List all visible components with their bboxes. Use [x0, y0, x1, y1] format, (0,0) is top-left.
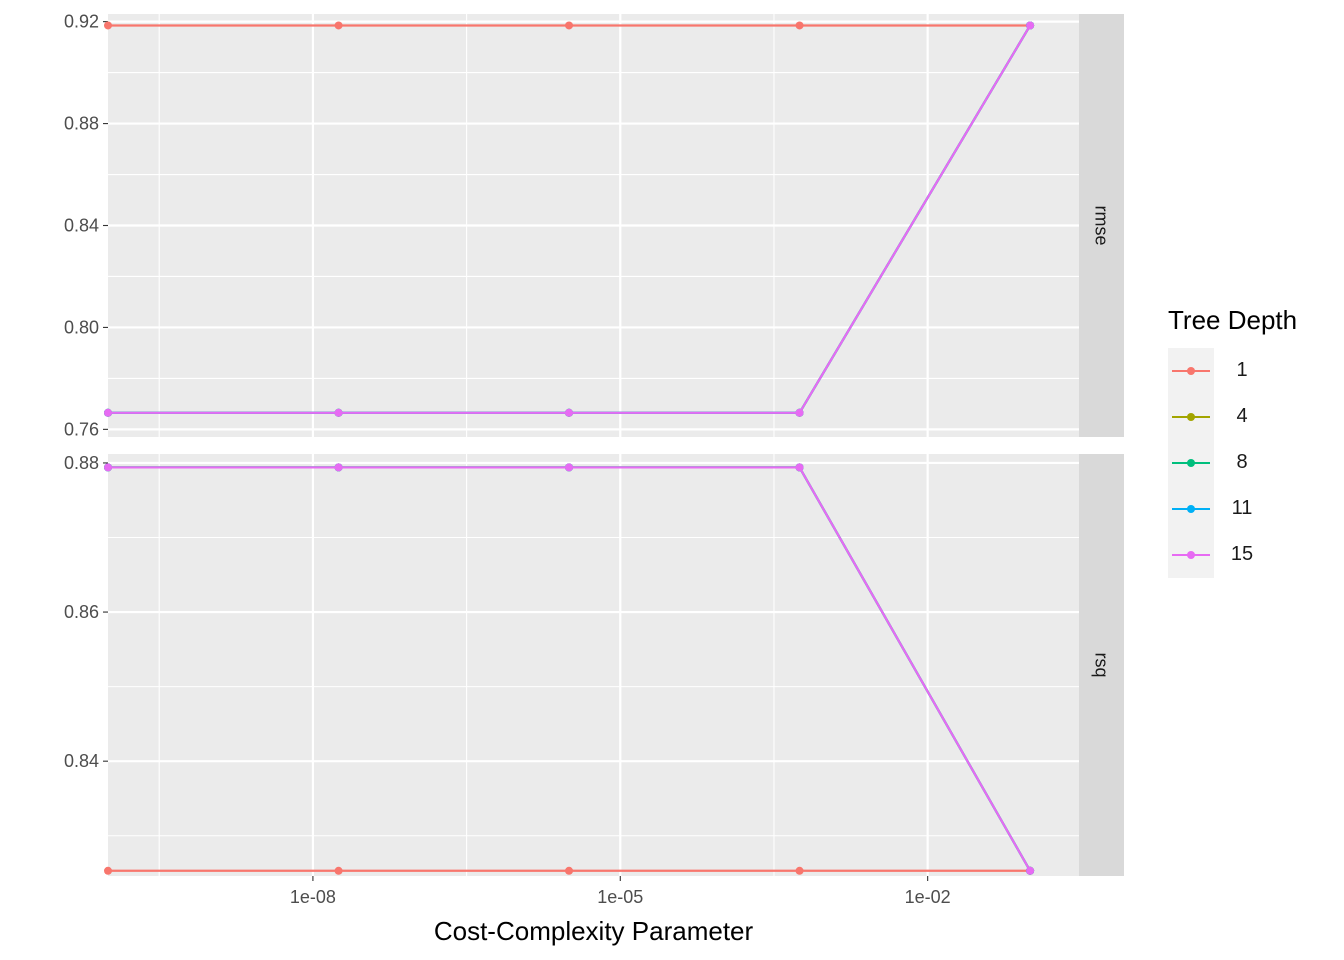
data-point-15: [334, 463, 343, 472]
legend-item-label: 15: [1230, 543, 1254, 565]
legend-keys: 1 4 8 11 15: [1168, 348, 1253, 578]
x-tick-label: 1e-02: [905, 887, 951, 907]
y-tick-label: 0.88: [64, 114, 99, 134]
data-point-15: [1026, 866, 1035, 875]
y-tick-label: 0.92: [64, 12, 99, 32]
data-point-1: [334, 866, 343, 875]
data-point-15: [565, 408, 574, 417]
facet-strip-label: rmse: [1092, 206, 1112, 246]
legend-key-dot: [1187, 551, 1195, 559]
data-point-15: [1026, 21, 1035, 30]
data-point-15: [795, 408, 804, 417]
y-tick-label: 0.84: [64, 216, 99, 236]
y-tick-label: 0.76: [64, 419, 99, 439]
data-point-1: [565, 21, 574, 30]
legend: Tree Depth 1 4 8 11 15: [1168, 305, 1297, 578]
data-point-1: [104, 866, 112, 875]
legend-key-dot: [1187, 413, 1195, 421]
legend-key-dot: [1187, 459, 1195, 467]
legend-item-4: 4: [1168, 394, 1248, 440]
facet-strip: [1079, 454, 1124, 876]
legend-item-label: 4: [1236, 405, 1248, 427]
facet-strip-label: rsq: [1092, 652, 1112, 677]
data-point-1: [795, 21, 804, 30]
x-axis-title: Cost-Complexity Parameter: [434, 916, 754, 946]
y-tick-label: 0.80: [64, 317, 99, 337]
data-point-15: [104, 408, 112, 417]
y-tick-label: 0.88: [64, 453, 99, 473]
data-point-15: [565, 463, 574, 472]
panel-background: [108, 454, 1079, 876]
data-point-1: [795, 866, 804, 875]
legend-item-label: 1: [1236, 359, 1248, 381]
x-tick-label: 1e-08: [290, 887, 336, 907]
legend-item-1: 1: [1168, 348, 1248, 394]
facet-strip: [1079, 14, 1124, 437]
data-point-15: [104, 463, 112, 472]
legend-item-8: 8: [1168, 440, 1248, 486]
data-point-15: [334, 408, 343, 417]
legend-item-label: 11: [1231, 497, 1253, 519]
data-point-1: [334, 21, 343, 30]
y-tick-label: 0.86: [64, 602, 99, 622]
data-point-1: [104, 21, 112, 30]
legend-title: Tree Depth: [1168, 305, 1298, 335]
legend-item-15: 15: [1168, 532, 1253, 578]
x-tick-label: 1e-05: [597, 887, 643, 907]
data-point-1: [565, 866, 574, 875]
legend-key-dot: [1187, 505, 1195, 513]
legend-item-11: 11: [1168, 486, 1252, 532]
legend-key-dot: [1187, 367, 1195, 375]
y-tick-label: 0.84: [64, 751, 99, 771]
legend-item-label: 8: [1236, 451, 1248, 473]
data-point-15: [795, 463, 804, 472]
